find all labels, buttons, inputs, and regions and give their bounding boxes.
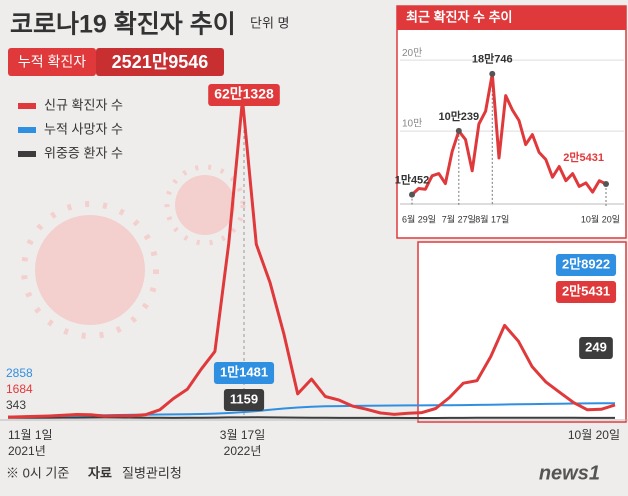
x-tick-label: 6월 29일	[402, 213, 436, 224]
inset-title: 최근 확진자 수 추이	[406, 9, 513, 24]
value-label-box	[555, 254, 617, 276]
cumulative-label-box	[8, 48, 96, 76]
source-label: 자료	[88, 465, 112, 480]
value-label: 2858	[6, 366, 33, 380]
value-label: 2만5431	[563, 150, 604, 164]
year-label: 2022년	[224, 444, 262, 458]
cumulative-label: 누적 확진자	[18, 54, 86, 70]
x-tick-label: 11월 1일	[8, 428, 53, 442]
inset-header	[397, 6, 626, 30]
cumulative-value-box	[96, 48, 224, 76]
value-label: 62만1328	[214, 86, 274, 102]
data-line	[410, 72, 607, 196]
data-line	[8, 416, 615, 419]
value-label: 2만5431	[562, 283, 610, 298]
x-tick-label: 3월 17일	[220, 428, 265, 442]
year-label: 2021년	[8, 444, 46, 458]
x-tick-label: 7월 27일	[442, 213, 476, 224]
legend-label: 신규 확진자 수	[44, 97, 123, 112]
y-tick-label: 20만	[402, 47, 422, 59]
value-label: 249	[585, 339, 607, 354]
cumulative-value: 2521만9546	[112, 52, 209, 72]
value-label: 2만8922	[562, 256, 610, 271]
x-tick-label: 10월 20일	[581, 213, 620, 224]
logo: news1	[539, 462, 600, 484]
value-label-box	[223, 389, 265, 411]
point	[603, 180, 609, 187]
value-label-box	[208, 84, 280, 106]
value-label-box	[555, 281, 617, 303]
value-label-box	[213, 362, 275, 384]
virus-decoration	[21, 164, 246, 339]
point	[489, 70, 496, 77]
unit: 단위 명	[250, 15, 290, 30]
source-note: ※ 0시 기준	[6, 465, 69, 480]
value-label-box	[579, 337, 613, 359]
y-tick-label: 10만	[402, 118, 422, 130]
inset-box	[396, 5, 627, 239]
data-line	[7, 98, 616, 419]
value-label: 1684	[6, 382, 33, 396]
value-label: 1159	[230, 391, 258, 406]
x-tick-label: 8월 17일	[475, 213, 509, 224]
legend-label: 위중증 환자 수	[44, 145, 123, 160]
point	[409, 191, 415, 198]
value-label: 1만1481	[220, 364, 268, 379]
source-name: 질병관리청	[122, 465, 182, 480]
point	[455, 127, 462, 134]
value-label: 18만746	[472, 52, 513, 66]
value-label: 1만452	[395, 172, 430, 186]
legend-label: 누적 사망자 수	[44, 121, 123, 136]
title: 코로나19 확진자 추이	[10, 11, 236, 39]
value-label: 10만239	[438, 109, 479, 123]
x-tick-label: 10월 20일	[568, 428, 620, 442]
value-label: 343	[6, 398, 26, 412]
